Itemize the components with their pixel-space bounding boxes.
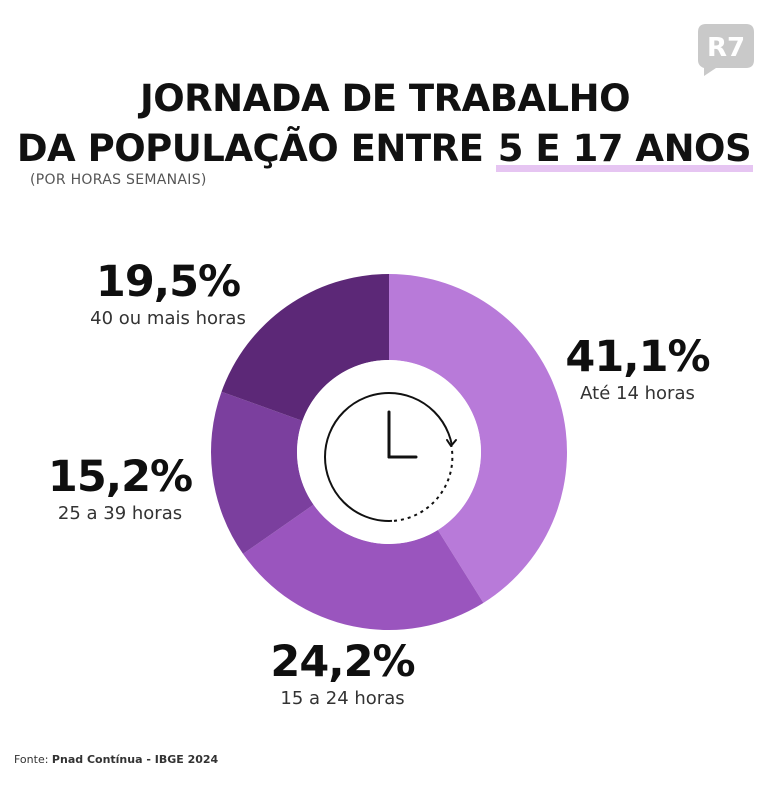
data-label-value: 15,2% <box>47 452 193 502</box>
chart-subtitle: (POR HORAS SEMANAIS) <box>30 172 207 188</box>
donut-slice-2 <box>243 504 484 630</box>
page-title: JORNADA DE TRABALHO DA POPULAÇÃO ENTRE 5… <box>0 74 770 174</box>
slice-label-25-39: 15,2% 25 a 39 horas <box>40 452 200 526</box>
data-label-category: 25 a 39 horas <box>57 503 183 524</box>
data-label-value: 24,2% <box>270 637 415 687</box>
slice-label-40-mais: 19,5% 40 ou mais horas <box>78 257 258 331</box>
source-note: Fonte: Pnad Contínua - IBGE 2024 <box>14 753 218 766</box>
data-label-value: 41,1% <box>565 332 710 382</box>
clock-arrow-head <box>446 439 457 447</box>
slice-label-15-24: 24,2% 15 a 24 horas <box>260 637 425 711</box>
data-label-category: Até 14 horas <box>580 383 695 404</box>
donut-slice-4 <box>221 274 389 421</box>
clock-dashed-arc <box>391 443 454 522</box>
data-label-category: 40 ou mais horas <box>90 308 246 329</box>
donut-slice-3 <box>211 391 314 554</box>
data-label-value: 19,5% <box>95 257 241 307</box>
r7-logo-text: R7 <box>707 33 745 63</box>
r7-logo-mark: R7 <box>698 24 754 76</box>
source-name: Pnad Contínua - IBGE 2024 <box>51 753 219 766</box>
title-line-2-prefix: DA POPULAÇÃO ENTRE <box>16 127 484 170</box>
source-prefix: Fonte: <box>14 753 52 766</box>
slice-label-ate-14: 41,1% Até 14 horas <box>560 332 715 406</box>
title-line-1: JORNADA DE TRABALHO <box>139 77 631 120</box>
title-line-2: DA POPULAÇÃO ENTRE 5 E 17 ANOS <box>0 124 770 174</box>
data-label-category: 15 a 24 horas <box>280 688 405 709</box>
clock-icon <box>324 392 457 523</box>
title-highlight: 5 E 17 ANOS <box>495 124 754 174</box>
r7-logo: R7 <box>698 24 754 76</box>
donut-slice-1 <box>389 274 567 603</box>
